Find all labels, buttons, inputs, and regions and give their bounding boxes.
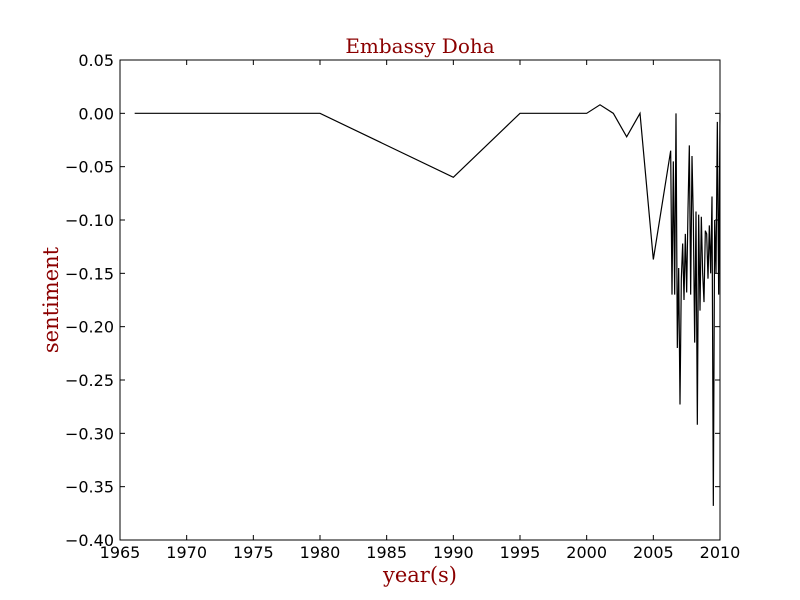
x-tick-label: 2005	[633, 543, 674, 562]
x-tick-label: 1975	[233, 543, 274, 562]
y-axis-label: sentiment	[39, 246, 63, 353]
y-tick-label: −0.20	[65, 318, 114, 337]
y-tick-label: −0.35	[65, 478, 114, 497]
sentiment-series-line	[134, 104, 721, 506]
y-tick-label: −0.30	[65, 424, 114, 443]
x-tick-label: 1985	[366, 543, 407, 562]
plot-frame	[119, 59, 721, 541]
y-tick-label: 0.00	[78, 104, 114, 123]
x-axis: 1965 1970 1975 1980 1985 1990 1995 2000 2005 2010	[100, 60, 741, 562]
x-tick-label: 1990	[433, 543, 474, 562]
x-axis-label: year(s)	[382, 563, 457, 587]
y-axis: 0.05 0.00 −0.05 −0.10 −0.15 −0.20 −0.25 −0.30 −0…	[65, 51, 720, 550]
y-tick-label: 0.05	[78, 51, 114, 70]
x-tick-label: 1970	[166, 543, 207, 562]
chart-title: Embassy Doha	[345, 34, 494, 58]
y-tick-label: −0.40	[65, 531, 114, 550]
x-tick-label: 1995	[500, 543, 541, 562]
x-tick-label: 1980	[300, 543, 341, 562]
y-tick-label: −0.25	[65, 371, 114, 390]
x-tick-label: 2010	[700, 543, 741, 562]
x-tick-label: 1965	[100, 543, 141, 562]
y-tick-label: −0.10	[65, 211, 114, 230]
y-tick-label: −0.05	[65, 158, 114, 177]
x-tick-label: 2000	[566, 543, 607, 562]
y-tick-label: −0.15	[65, 264, 114, 283]
